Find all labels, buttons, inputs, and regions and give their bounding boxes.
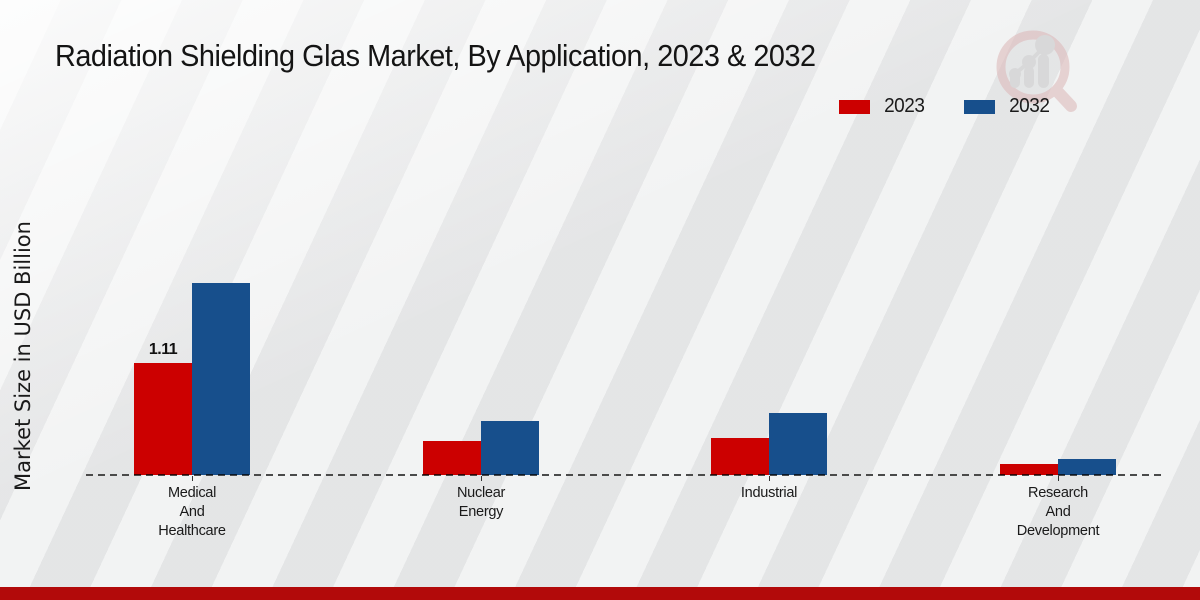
bottom-red-band [0, 587, 1200, 600]
bar-2023-cat2 [711, 438, 769, 475]
x-axis-dashed-baseline [86, 474, 1165, 476]
x-axis-tick [192, 476, 193, 481]
bar-value-label: 1.11 [148, 341, 178, 358]
x-axis-category-label: Industrial [740, 484, 798, 501]
chart-title: Radiation Shielding Glas Market, By Appl… [55, 38, 816, 73]
bar-2023-cat3 [1000, 464, 1058, 475]
legend-item-2023: 2023 [839, 95, 926, 118]
legend-label-2032: 2032 [1008, 95, 1050, 117]
legend-label-2023: 2023 [884, 95, 925, 117]
x-axis-tick [481, 476, 482, 481]
legend-swatch-2032 [963, 99, 995, 114]
bar-2032-cat0 [192, 283, 250, 475]
x-axis-tick [1058, 476, 1059, 481]
x-axis-category-label: Medical And Healthcare [158, 484, 226, 539]
legend-swatch-2023 [839, 99, 870, 114]
bar-2032-cat2 [769, 413, 827, 475]
bar-2032-cat1 [481, 421, 539, 475]
bar-2023-cat1 [423, 441, 481, 475]
bar-2023-cat0 [134, 363, 192, 475]
x-axis-category-label: Research And Development [1016, 484, 1100, 539]
legend: 2023 2032 [839, 95, 1050, 118]
x-axis-category-label: Nuclear Energy [456, 484, 506, 520]
bar-2032-cat3 [1058, 459, 1116, 475]
magnifier-bar-chart-logo-icon [996, 30, 1077, 112]
x-axis-tick [769, 476, 770, 481]
legend-item-2032: 2032 [963, 95, 1051, 118]
